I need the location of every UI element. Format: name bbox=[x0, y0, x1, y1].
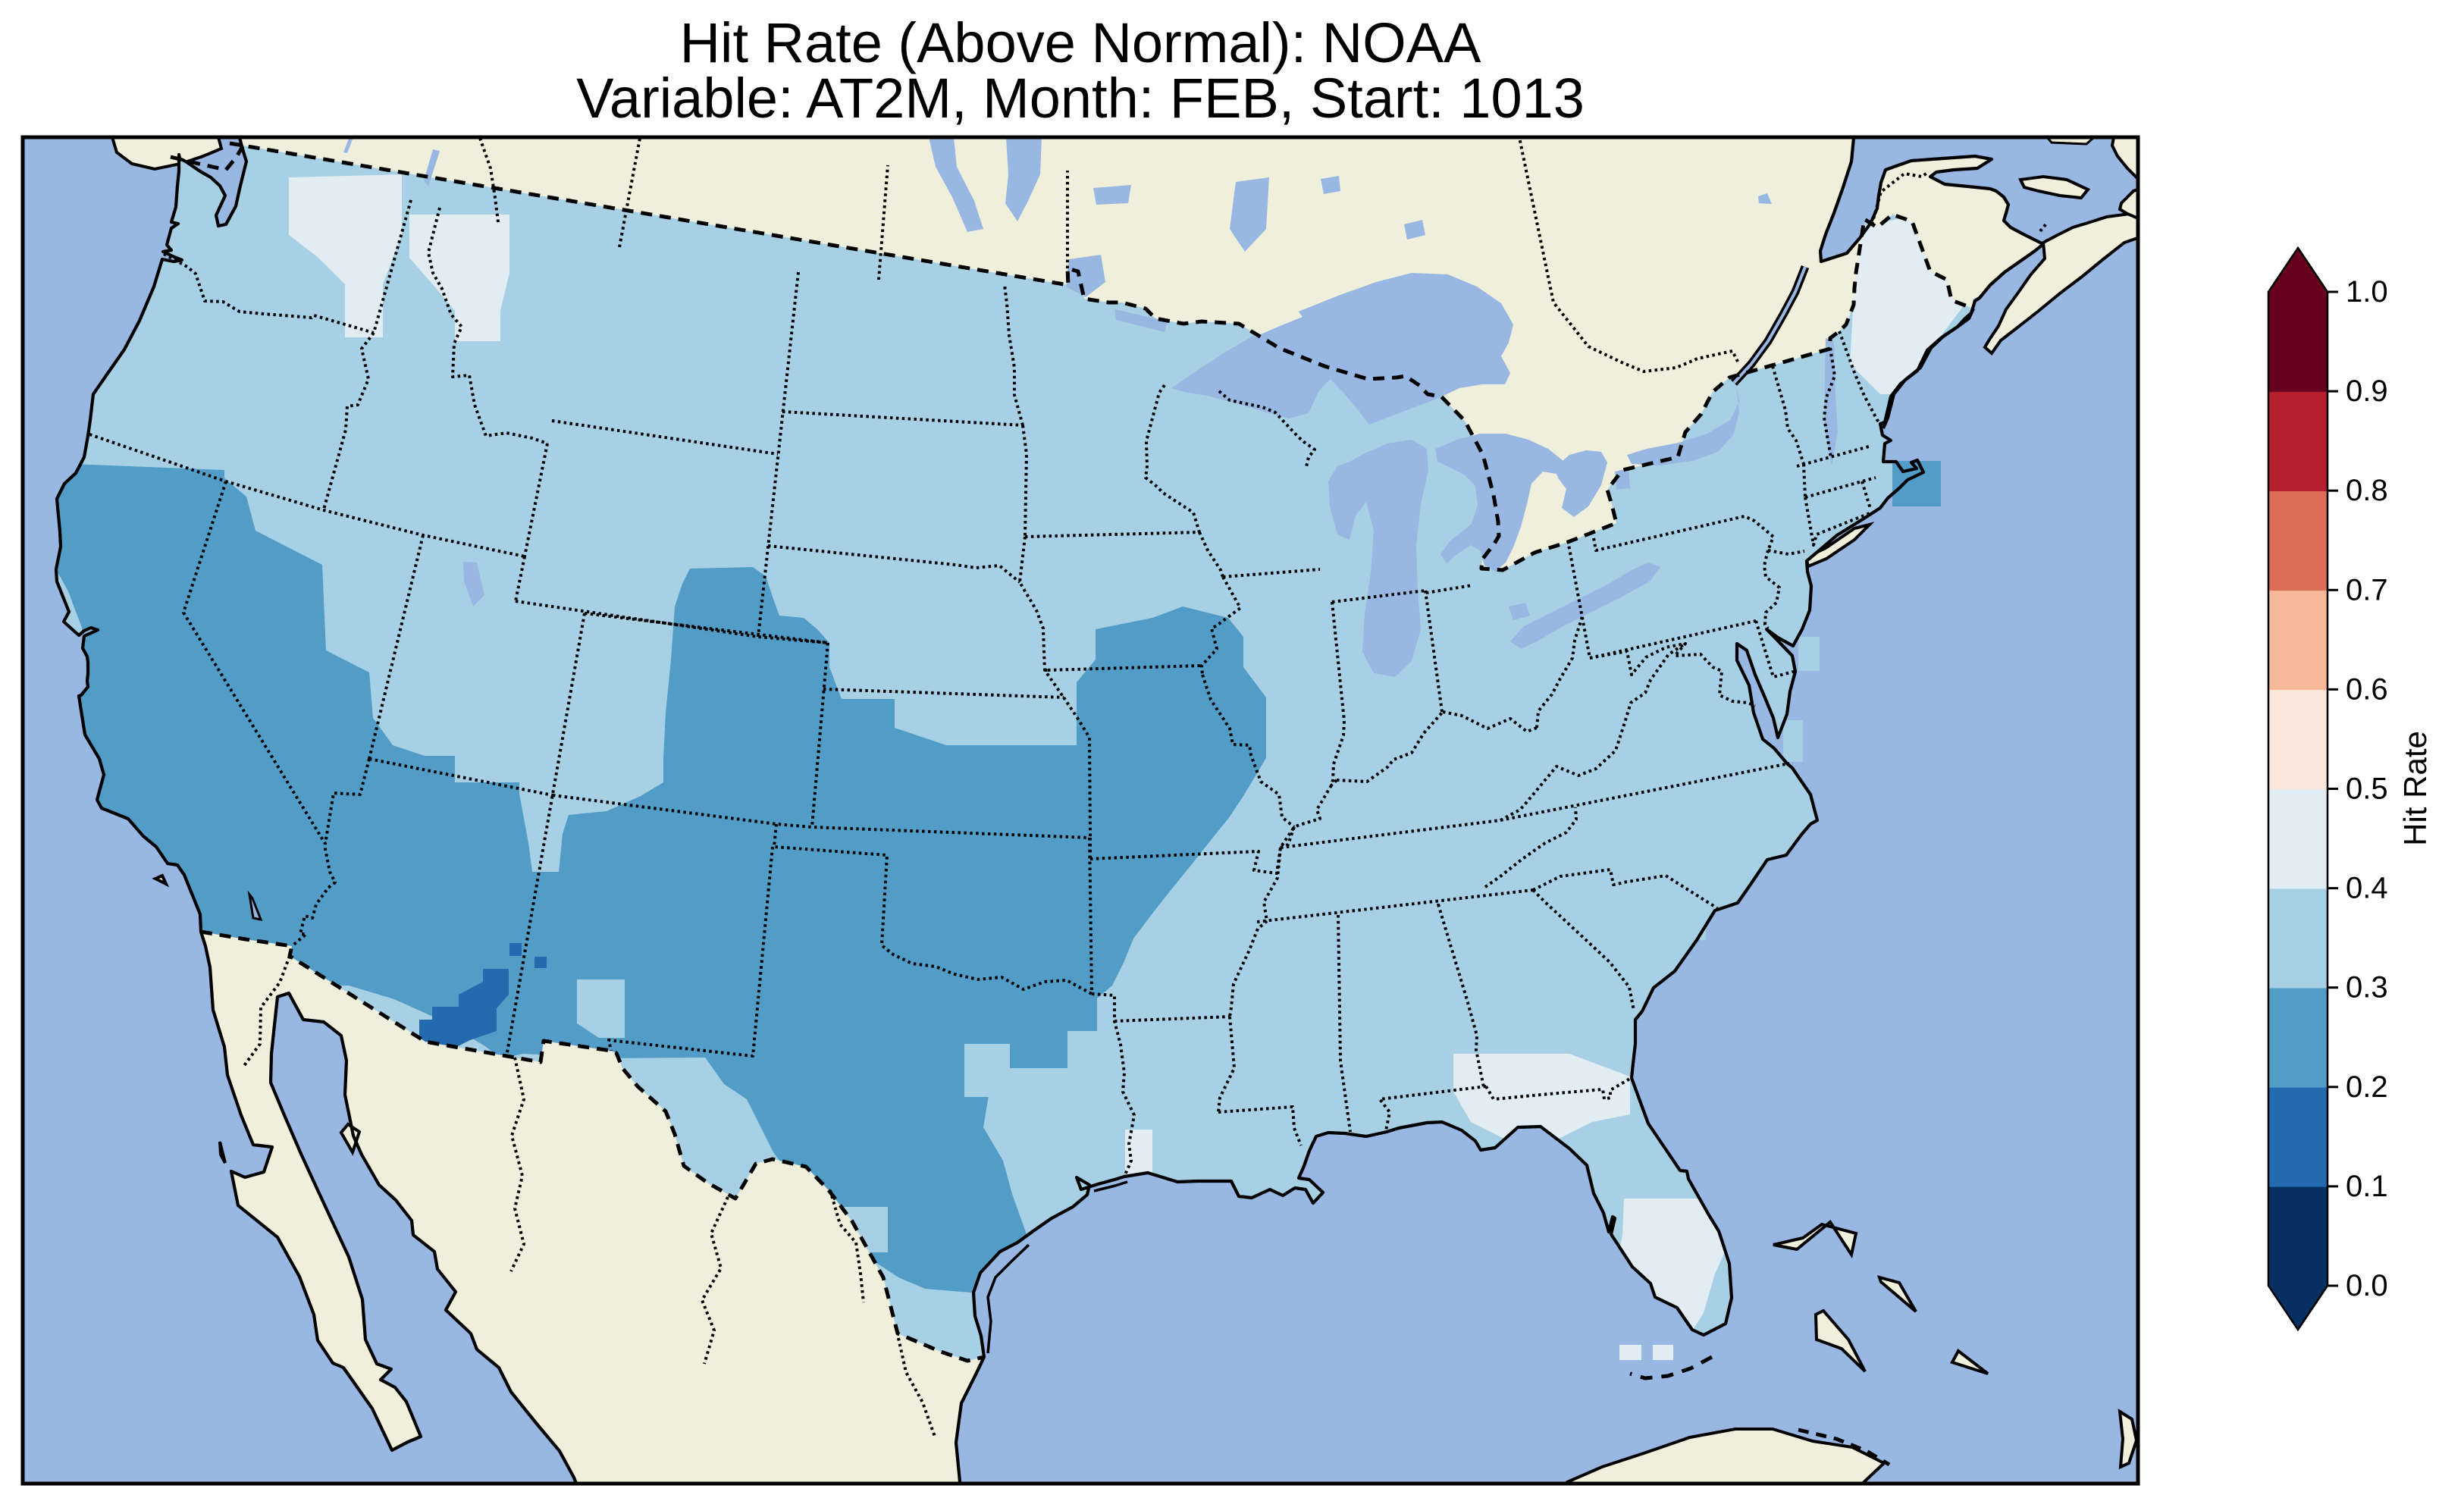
svg-text:0.8: 0.8 bbox=[2346, 474, 2388, 507]
svg-text:0.4: 0.4 bbox=[2346, 872, 2388, 905]
svg-text:0.2: 0.2 bbox=[2346, 1070, 2388, 1104]
svg-text:0.9: 0.9 bbox=[2346, 374, 2388, 408]
svg-text:0.3: 0.3 bbox=[2346, 971, 2388, 1004]
svg-text:0.7: 0.7 bbox=[2346, 573, 2388, 606]
svg-text:0.0: 0.0 bbox=[2346, 1269, 2388, 1302]
svg-text:Variable: AT2M, Month: FEB, St: Variable: AT2M, Month: FEB, Start: 1013 bbox=[576, 67, 1585, 130]
svg-text:Hit Rate (Above Normal): NOAA: Hit Rate (Above Normal): NOAA bbox=[680, 11, 1481, 74]
svg-text:0.1: 0.1 bbox=[2346, 1170, 2388, 1203]
svg-text:0.5: 0.5 bbox=[2346, 773, 2388, 806]
svg-text:1.0: 1.0 bbox=[2346, 275, 2388, 309]
svg-text:Hit Rate: Hit Rate bbox=[2397, 731, 2433, 846]
svg-text:0.6: 0.6 bbox=[2346, 672, 2388, 706]
